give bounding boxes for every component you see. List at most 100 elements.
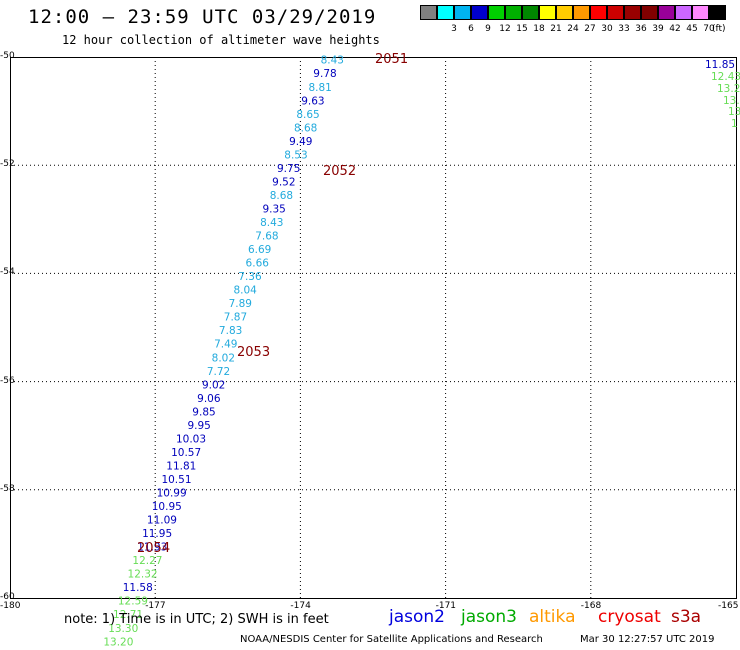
wave-height-label: 8.02 [212, 352, 235, 364]
legend-label: 45 [686, 24, 698, 34]
wave-height-label: 10.95 [152, 501, 182, 513]
wave-height-label: 13.2 [717, 83, 740, 95]
wave-height-label: 7.83 [219, 325, 242, 337]
footer-note: note: 1) Time is in UTC; 2) SWH is in fe… [64, 612, 329, 627]
lat-tick-label: -56 [0, 375, 15, 386]
legend-swatch [709, 5, 726, 20]
satellite-label: cryosat [598, 607, 661, 627]
legend-label: 27 [584, 24, 596, 34]
lon-tick-label: -177 [145, 601, 166, 611]
wave-height-label: 11.81 [166, 460, 196, 472]
wave-height-label: 9.95 [187, 420, 210, 432]
time-label: 2053 [237, 345, 270, 360]
legend-swatch [522, 5, 539, 20]
wave-height-label: 6.69 [248, 244, 271, 256]
wave-height-label: 8.65 [296, 109, 319, 121]
legend-label: 6 [468, 24, 474, 34]
lat-tick-label: -52 [0, 159, 15, 170]
legend-swatch [692, 5, 709, 20]
satellite-label: jason3 [461, 607, 517, 627]
legend-swatch [437, 5, 454, 20]
legend-swatch [658, 5, 675, 20]
legend-label: 15 [516, 24, 528, 34]
legend-label: 21 [550, 24, 562, 34]
wave-height-label: 8.68 [270, 190, 293, 202]
wave-height-label: 7.36 [238, 271, 262, 283]
wave-height-label: 11.93 [137, 542, 167, 554]
wave-height-label: 8.53 [284, 149, 307, 161]
wave-height-label: 9.02 [202, 379, 225, 391]
legend-label: 42 [669, 24, 681, 34]
legend-label: 12 [499, 24, 511, 34]
lon-tick-label: -165 [718, 601, 739, 611]
wave-height-label: 7.87 [224, 312, 247, 324]
legend-label: 33 [618, 24, 630, 34]
wave-height-label: 10.51 [161, 474, 191, 486]
wave-height-label: 10.57 [171, 447, 201, 459]
satellite-label: jason2 [389, 607, 445, 627]
legend-label: 9 [485, 24, 491, 34]
legend-label: 36 [635, 24, 647, 34]
wave-height-label: 12.59 [118, 596, 148, 608]
map-title: 12:00 – 23:59 UTC 03/29/2019 [28, 6, 377, 28]
legend-swatch [488, 5, 505, 20]
wave-height-label: 7.68 [255, 231, 278, 243]
legend-label: 39 [652, 24, 664, 34]
lat-tick-label: -50 [0, 51, 15, 61]
legend-label: 24 [567, 24, 579, 34]
legend-swatch [607, 5, 624, 20]
wave-height-label: 13. [723, 95, 740, 107]
wave-height-label: 12.71 [113, 609, 143, 621]
legend-label: 70 [703, 24, 715, 34]
map-frame [10, 57, 737, 599]
wave-height-label: 13.30 [108, 623, 138, 635]
wave-height-label: 9.06 [197, 393, 221, 405]
lat-tick-label: -60 [0, 592, 15, 602]
timestamp: Mar 30 12:27:57 UTC 2019 [580, 634, 715, 645]
wave-height-label: 9.78 [313, 68, 336, 80]
wave-height-label: 11.95 [142, 528, 172, 540]
legend-swatch [624, 5, 641, 20]
legend-swatch [420, 5, 437, 20]
map-subtitle: 12 hour collection of altimeter wave hei… [62, 33, 380, 47]
legend-swatch [556, 5, 573, 20]
lon-tick-label: -168 [580, 601, 602, 611]
legend-unit: (ft) [712, 24, 726, 34]
legend-swatch [505, 5, 522, 20]
time-label: 2051 [375, 52, 408, 67]
legend-swatch [590, 5, 607, 20]
legend-swatch [641, 5, 658, 20]
legend-label: 3 [451, 24, 457, 34]
wave-height-label: 10.99 [157, 488, 187, 500]
wave-height-label: 1 [731, 118, 738, 130]
lon-tick-label: -171 [435, 601, 457, 611]
wave-height-label: 8.68 [294, 122, 317, 134]
wave-height-label: 8.43 [321, 55, 344, 67]
wave-height-label: 9.75 [277, 163, 300, 175]
wave-height-label: 13 [728, 106, 740, 118]
wave-height-label: 7.72 [207, 366, 230, 378]
wave-height-label: 10.03 [176, 433, 206, 445]
wave-height-label: 13.20 [103, 636, 133, 648]
wave-height-label: 11.58 [123, 582, 153, 594]
wave-height-label: 8.04 [233, 285, 257, 297]
wave-height-label: 12.43 [711, 71, 740, 83]
wave-height-label: 8.43 [260, 217, 283, 229]
lat-tick-label: -54 [0, 267, 15, 278]
satellite-label: altika [529, 607, 576, 627]
legend-swatch [454, 5, 471, 20]
wave-height-label: 7.49 [214, 339, 237, 351]
wave-height-label: 9.63 [301, 95, 324, 107]
wave-height-label: 12.27 [132, 555, 162, 567]
legend-swatch [471, 5, 488, 20]
legend-swatch [573, 5, 590, 20]
satellite-label: s3a [671, 607, 702, 627]
wave-height-label: 6.66 [246, 258, 270, 270]
lat-tick-label: -58 [0, 483, 15, 494]
time-label: 2054 [137, 541, 170, 556]
legend-label: 18 [533, 24, 545, 34]
wave-height-label: 11.09 [147, 515, 177, 527]
wave-height-label: 9.49 [289, 136, 312, 148]
wave-height-label: 12.32 [128, 569, 158, 581]
